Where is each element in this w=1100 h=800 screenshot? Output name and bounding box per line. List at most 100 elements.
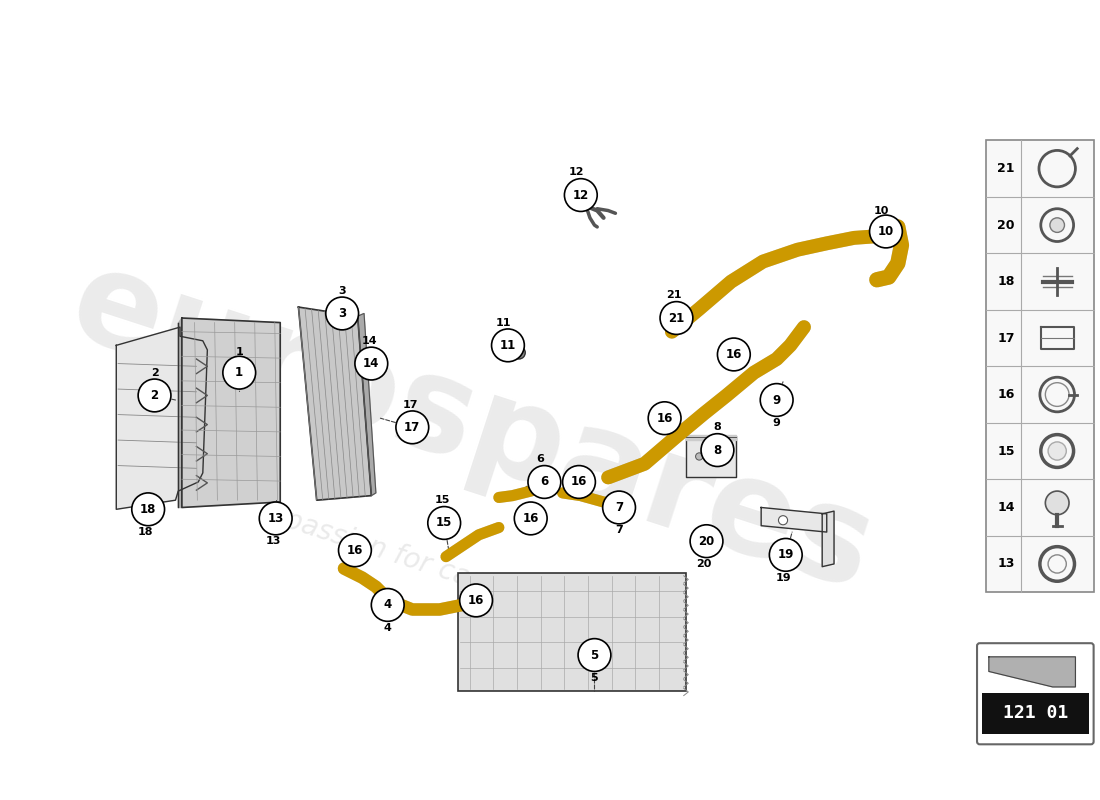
Text: 21: 21	[998, 162, 1015, 175]
Text: 19: 19	[778, 548, 794, 562]
Text: 16: 16	[346, 544, 363, 557]
Text: 14: 14	[998, 501, 1015, 514]
Text: 6: 6	[540, 475, 549, 489]
Text: 14: 14	[362, 336, 377, 346]
Text: 11: 11	[499, 339, 516, 352]
Circle shape	[579, 638, 610, 671]
Text: 18: 18	[138, 527, 153, 537]
Circle shape	[1048, 442, 1066, 460]
FancyBboxPatch shape	[458, 573, 685, 691]
Text: 5: 5	[591, 673, 598, 683]
Circle shape	[515, 502, 547, 535]
Text: eurospares: eurospares	[55, 238, 888, 617]
Circle shape	[760, 384, 793, 416]
Text: 13: 13	[265, 536, 280, 546]
Text: 10: 10	[873, 206, 889, 215]
Circle shape	[701, 434, 734, 466]
Circle shape	[769, 538, 802, 571]
Circle shape	[870, 215, 902, 248]
Polygon shape	[298, 307, 372, 500]
Text: 17: 17	[404, 421, 420, 434]
Text: 14: 14	[363, 357, 379, 370]
Circle shape	[492, 329, 525, 362]
Text: 16: 16	[657, 412, 673, 425]
Circle shape	[355, 347, 387, 380]
FancyBboxPatch shape	[986, 141, 1093, 592]
Text: 11: 11	[496, 318, 512, 327]
Text: 16: 16	[522, 512, 539, 525]
Circle shape	[223, 356, 255, 389]
Circle shape	[260, 502, 293, 535]
Text: 21: 21	[669, 311, 684, 325]
Text: 15: 15	[434, 495, 450, 505]
Text: 4: 4	[384, 622, 392, 633]
Text: 3: 3	[339, 286, 346, 296]
Text: 121 01: 121 01	[1003, 704, 1068, 722]
Polygon shape	[761, 507, 827, 532]
Polygon shape	[989, 657, 1076, 687]
Text: 9: 9	[772, 394, 781, 406]
Circle shape	[690, 525, 723, 558]
Circle shape	[1045, 491, 1069, 514]
Text: 21: 21	[666, 290, 682, 300]
Text: 18: 18	[140, 503, 156, 516]
Text: 4: 4	[384, 598, 392, 611]
Polygon shape	[685, 437, 736, 478]
Polygon shape	[178, 318, 182, 507]
Polygon shape	[685, 434, 736, 440]
Circle shape	[603, 491, 636, 524]
Text: 10: 10	[878, 225, 894, 238]
Circle shape	[648, 402, 681, 434]
Text: 20: 20	[998, 218, 1015, 232]
Circle shape	[564, 178, 597, 211]
Circle shape	[132, 493, 165, 526]
Text: 16: 16	[998, 388, 1015, 401]
Polygon shape	[182, 318, 280, 507]
Text: 5: 5	[591, 649, 598, 662]
Text: 18: 18	[998, 275, 1015, 288]
Text: 16: 16	[726, 348, 742, 361]
Circle shape	[660, 302, 693, 334]
Circle shape	[779, 516, 788, 525]
Text: 12: 12	[569, 167, 584, 178]
Text: 1: 1	[235, 366, 243, 379]
Text: 1: 1	[235, 346, 243, 357]
Circle shape	[562, 466, 595, 498]
Text: 2: 2	[151, 368, 158, 378]
Circle shape	[372, 589, 404, 622]
Text: 15: 15	[998, 445, 1015, 458]
Text: 7: 7	[615, 526, 623, 535]
Text: 7: 7	[615, 501, 623, 514]
Text: 17: 17	[403, 399, 418, 410]
FancyBboxPatch shape	[977, 643, 1093, 744]
Circle shape	[428, 506, 461, 539]
Text: 19: 19	[777, 573, 792, 582]
Text: 13: 13	[998, 558, 1015, 570]
Text: 8: 8	[714, 422, 722, 432]
Circle shape	[326, 297, 359, 330]
Polygon shape	[358, 314, 376, 496]
FancyBboxPatch shape	[981, 694, 1089, 734]
Text: 15: 15	[436, 517, 452, 530]
Text: 13: 13	[267, 512, 284, 525]
Text: 16: 16	[468, 594, 484, 607]
Text: 9: 9	[772, 418, 781, 428]
Circle shape	[695, 453, 703, 460]
Circle shape	[717, 338, 750, 371]
Text: 20: 20	[698, 534, 715, 548]
Polygon shape	[822, 511, 834, 566]
Circle shape	[528, 466, 561, 498]
Circle shape	[396, 411, 429, 444]
Text: 2: 2	[151, 389, 158, 402]
Polygon shape	[117, 327, 208, 510]
Circle shape	[718, 453, 726, 460]
Circle shape	[460, 584, 493, 617]
Text: 8: 8	[713, 443, 722, 457]
Text: a passion for cars since 1985: a passion for cars since 1985	[255, 497, 651, 649]
Circle shape	[513, 346, 526, 359]
Circle shape	[339, 534, 372, 566]
Text: 12: 12	[573, 189, 588, 202]
Text: 17: 17	[998, 331, 1015, 345]
Text: 3: 3	[338, 307, 346, 320]
Text: 20: 20	[696, 559, 712, 569]
